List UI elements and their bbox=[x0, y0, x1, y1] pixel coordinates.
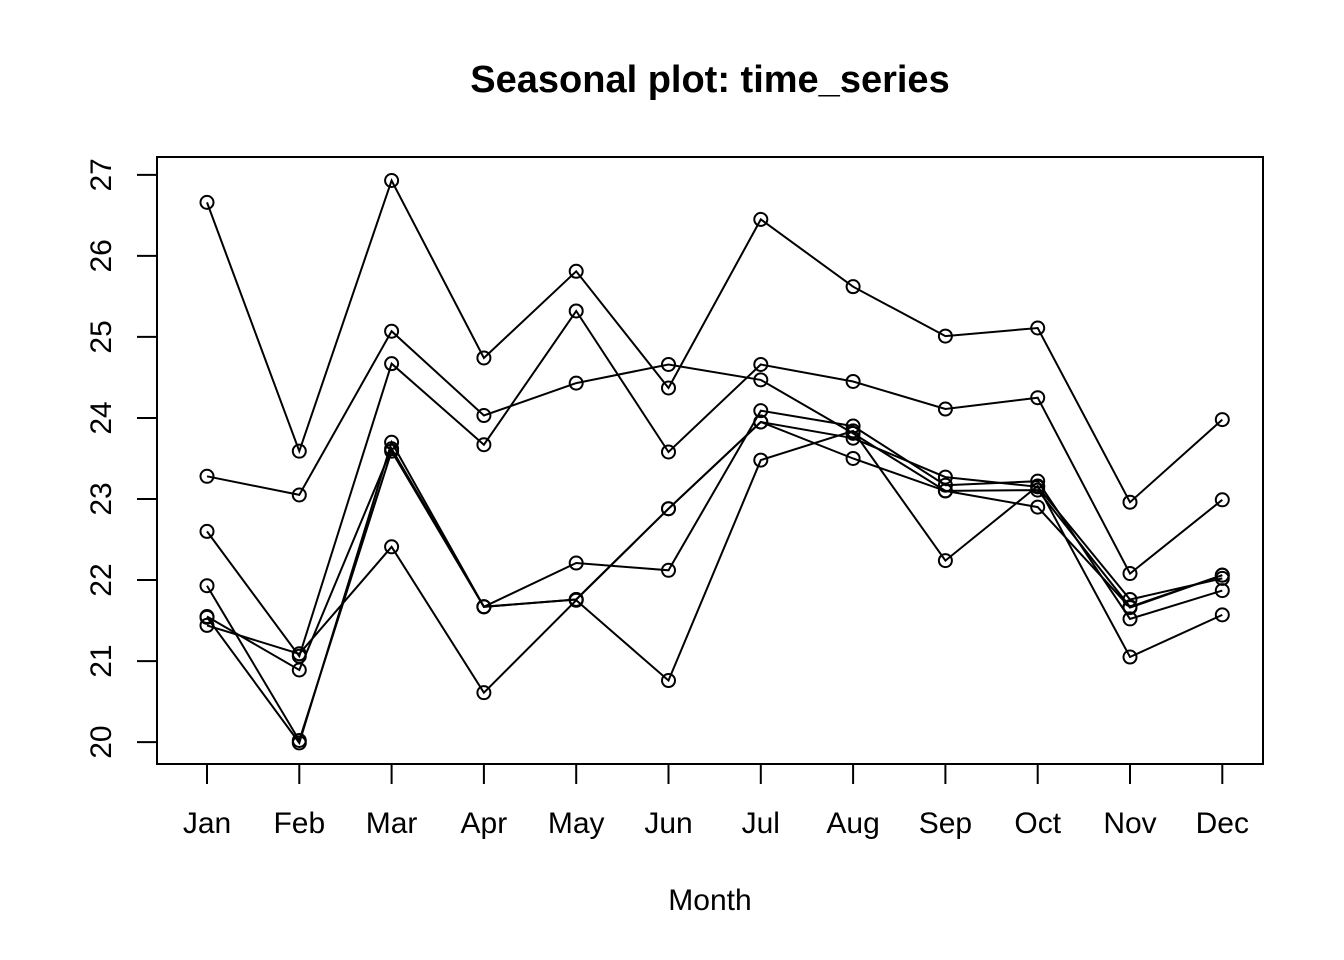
series-1-point-mar bbox=[384, 173, 400, 189]
series-5-point-jun bbox=[661, 562, 676, 578]
x-tick-label-jul: Jul bbox=[742, 807, 780, 840]
y-axis: 20 21 22 23 24 25 26 27 bbox=[85, 158, 157, 759]
series-6-point-dec bbox=[1214, 607, 1230, 623]
series-layer bbox=[199, 173, 1230, 751]
series-6-point-apr bbox=[476, 685, 492, 701]
series-2-point-jan bbox=[199, 468, 215, 484]
series-7-point-jun bbox=[661, 501, 676, 517]
y-tick-label-23: 23 bbox=[85, 482, 118, 515]
series-4-line bbox=[206, 420, 1223, 743]
series-5-point-dec bbox=[1214, 583, 1230, 599]
series-5-point-jul bbox=[753, 403, 769, 419]
series-2-point-feb bbox=[291, 487, 307, 503]
series-6-point-sep bbox=[937, 553, 953, 569]
series-7-point-nov bbox=[1122, 600, 1138, 616]
series-5-point-may bbox=[568, 555, 584, 571]
series-3-point-sep bbox=[937, 401, 953, 417]
series-7-point-jan bbox=[199, 609, 215, 625]
x-tick-label-jun: Jun bbox=[644, 807, 692, 840]
y-tick-label-26: 26 bbox=[85, 239, 118, 272]
series-7-point-apr bbox=[476, 599, 492, 615]
series-1-point-jul bbox=[753, 211, 769, 227]
series-5 bbox=[199, 403, 1230, 751]
series-4-point-jan bbox=[199, 578, 215, 594]
series-6-point-mar bbox=[384, 539, 400, 555]
series-5-line bbox=[206, 409, 1223, 746]
series-7-point-jul bbox=[753, 414, 769, 430]
series-5-point-feb bbox=[291, 735, 307, 751]
series-2-point-jun bbox=[661, 356, 676, 372]
series-1-point-feb bbox=[291, 443, 307, 459]
series-2-point-may bbox=[568, 375, 584, 391]
series-1-point-aug bbox=[845, 279, 861, 295]
series-2-point-jul bbox=[753, 372, 769, 388]
series-3-point-jun bbox=[661, 444, 676, 460]
x-axis-label: Month bbox=[668, 884, 751, 917]
series-7-point-feb bbox=[291, 662, 307, 678]
series-3-point-oct bbox=[1030, 390, 1046, 406]
series-1-point-sep bbox=[937, 328, 953, 344]
series-3-point-jul bbox=[753, 356, 769, 372]
series-3-point-mar bbox=[384, 356, 400, 372]
x-tick-label-aug: Aug bbox=[826, 807, 879, 840]
x-tick-label-may: May bbox=[548, 807, 605, 840]
y-tick-label-27: 27 bbox=[85, 158, 118, 191]
series-7-point-may bbox=[568, 591, 584, 607]
series-6-point-jan bbox=[199, 617, 215, 633]
series-1-point-dec bbox=[1214, 412, 1230, 428]
series-6-point-nov bbox=[1122, 649, 1138, 665]
series-1-point-may bbox=[568, 263, 584, 279]
y-tick-label-21: 21 bbox=[85, 644, 118, 677]
series-3 bbox=[199, 303, 1230, 664]
series-6-point-jul bbox=[753, 452, 769, 468]
series-3-point-nov bbox=[1122, 566, 1138, 582]
series-1-point-nov bbox=[1122, 494, 1138, 510]
x-tick-label-oct: Oct bbox=[1014, 807, 1061, 840]
plot-frame bbox=[156, 156, 1264, 765]
series-3-line bbox=[206, 309, 1223, 659]
series-3-point-jan bbox=[199, 523, 215, 539]
x-tick-label-mar: Mar bbox=[366, 807, 418, 840]
x-tick-label-apr: Apr bbox=[461, 807, 508, 840]
x-tick-label-sep: Sep bbox=[919, 807, 972, 840]
series-7 bbox=[199, 414, 1230, 678]
series-7-point-aug bbox=[845, 450, 861, 466]
series-3-point-aug bbox=[845, 373, 861, 389]
x-tick-label-dec: Dec bbox=[1196, 807, 1249, 840]
series-3-point-dec bbox=[1214, 492, 1230, 508]
series-7-point-oct bbox=[1030, 499, 1046, 515]
series-6-point-jun bbox=[661, 673, 676, 689]
chart-title: Seasonal plot: time_series bbox=[470, 59, 949, 101]
series-2-point-mar bbox=[384, 323, 400, 339]
series-5-point-nov bbox=[1122, 611, 1138, 627]
series-3-point-may bbox=[568, 303, 584, 319]
series-7-point-mar bbox=[384, 441, 400, 457]
series-7-point-sep bbox=[937, 483, 953, 499]
series-6-point-oct bbox=[1030, 478, 1046, 494]
series-3-point-apr bbox=[476, 437, 492, 453]
series-1-point-jan bbox=[199, 194, 215, 210]
series-1-point-jun bbox=[661, 380, 676, 396]
series-2-point-apr bbox=[476, 408, 492, 424]
x-axis: Jan Feb Mar Apr May Jun Jul Aug Sep Oct Nov Dec bbox=[183, 764, 1249, 840]
series-7-point-dec bbox=[1214, 567, 1230, 583]
series-6-line bbox=[206, 429, 1223, 695]
series-1-line bbox=[206, 177, 1223, 504]
x-tick-label-nov: Nov bbox=[1103, 807, 1156, 840]
series-1-point-oct bbox=[1030, 320, 1046, 336]
series-6 bbox=[199, 423, 1230, 701]
y-tick-label-25: 25 bbox=[85, 320, 118, 353]
series-1-point-apr bbox=[476, 350, 492, 366]
x-tick-label-jan: Jan bbox=[183, 807, 231, 840]
x-tick-label-feb: Feb bbox=[273, 807, 325, 840]
series-1 bbox=[199, 173, 1230, 510]
y-tick-label-24: 24 bbox=[85, 401, 118, 434]
series-2-line bbox=[206, 329, 1223, 608]
y-tick-label-20: 20 bbox=[85, 725, 118, 758]
y-tick-label-22: 22 bbox=[85, 563, 118, 596]
series-6-point-aug bbox=[845, 423, 861, 439]
series-7-line bbox=[206, 420, 1223, 672]
